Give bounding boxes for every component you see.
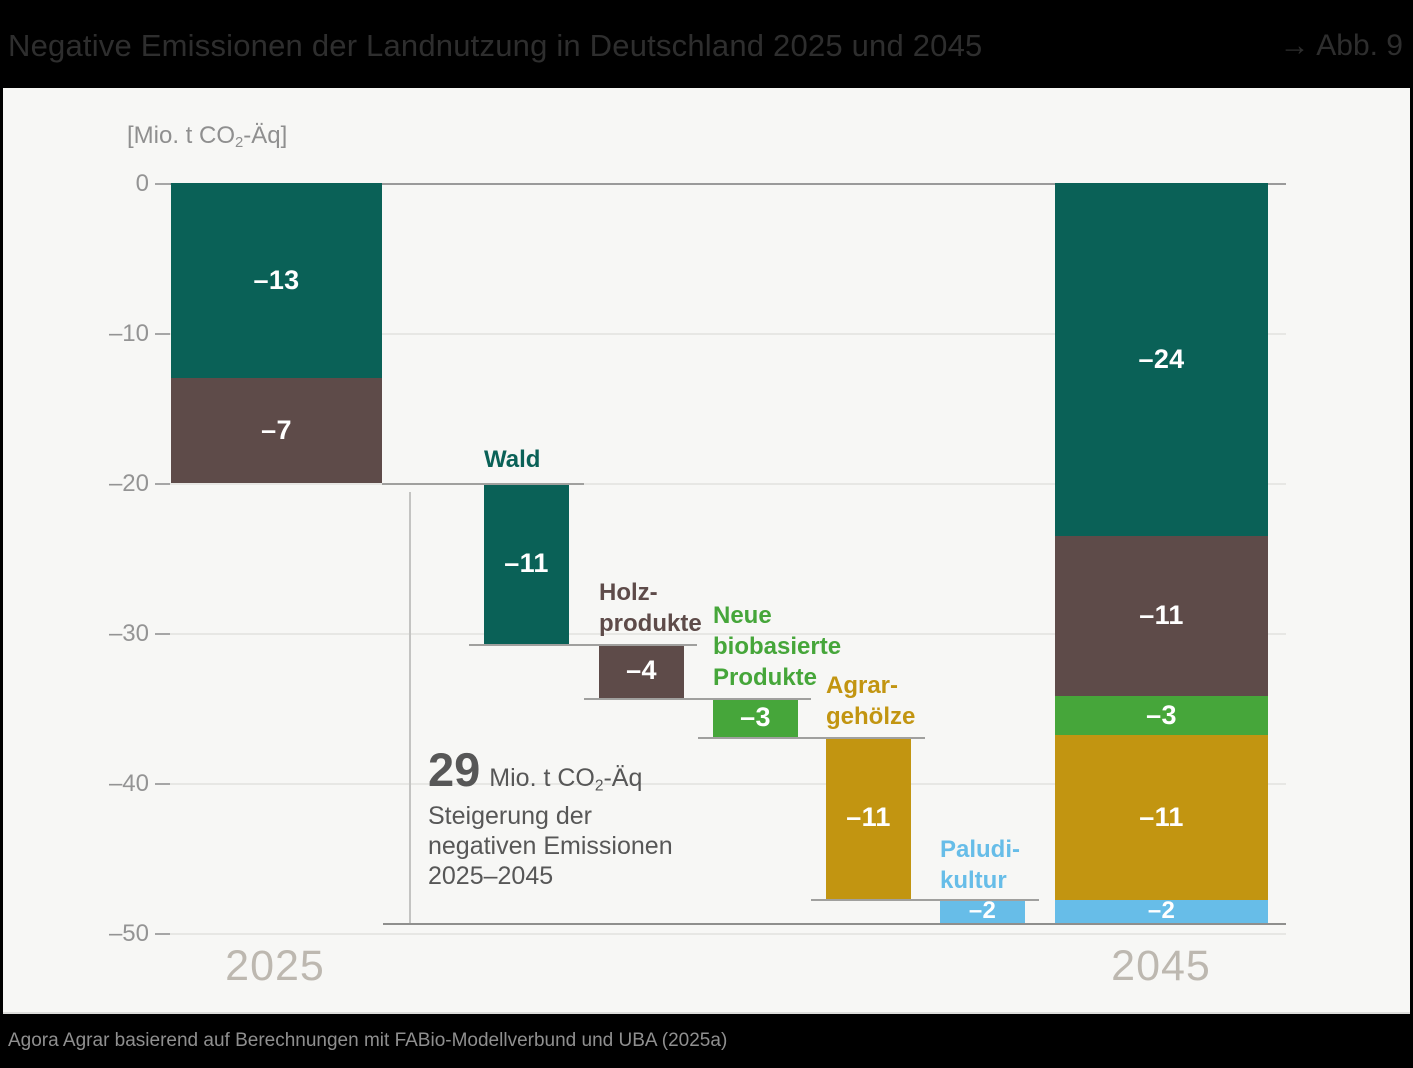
label-agrargehoelze-line1: Agrar- [826,672,899,699]
bar-2025-wald: –13 [171,183,382,378]
bar-2045-nbp-value: –3 [1146,700,1177,730]
label-paludikultur-line1: Paludi- [940,836,1021,863]
label-holzprodukte: Holz-produkte [599,577,702,639]
label-wald: Wald [484,444,540,475]
bar-2045-wald: –24 [1055,183,1268,536]
gridline-minus40 [155,783,1286,785]
label-agrargehoelze-line2: gehölze [826,703,916,730]
figure-footer: Agora Agrar basierend auf Berechnungen m… [3,1012,1410,1068]
tick-label-minus20: –20 [108,470,149,497]
bar-step-agrargehoelze: –11 [826,736,911,899]
bar-2025-wald-value: –13 [253,265,300,295]
connector-level-34 [584,697,811,700]
bar-2025-holzprodukte-value: –7 [261,415,292,445]
tick-label-minus10: –10 [108,320,149,347]
bar-step-holzprodukte-value: –4 [626,655,657,685]
label-nbp-line2: biobasierte [713,633,842,660]
increase-annotation: 29 Mio. t CO2-Äq Steigerung der negativen… [428,742,673,891]
x-label-2025: 2025 [225,942,325,990]
connector-level-20 [382,483,584,485]
tick-label-0: 0 [135,170,149,197]
label-holzprodukte-line1: Holz- [599,579,658,606]
tick-minus10 [155,333,170,335]
tick-label-minus40: –40 [108,770,149,797]
bar-2045-holzprodukte: –11 [1055,535,1268,696]
annotation-bracket-line [409,492,411,923]
bar-step-paludikultur-value: –2 [968,896,997,924]
label-wald-line1: Wald [484,446,541,473]
tick-minus50 [155,933,170,935]
tick-minus30 [155,633,170,635]
gridline-minus10 [155,333,1286,335]
annotation-unit-post: -Äq [603,764,643,792]
bar-2045-paludikultur-value: –2 [1147,897,1176,925]
total-level-line [383,922,1286,925]
gridline-minus30 [155,633,1286,635]
connector-level-48 [811,898,1039,901]
annotation-number: 29 [428,743,481,796]
tick-label-minus30: –30 [108,620,149,647]
source-line: Agora Agrar basierend auf Berechnungen m… [8,1030,728,1051]
bar-2045-holzprodukte-value: –11 [1139,600,1184,631]
label-paludikultur-line2: kultur [940,867,1007,894]
bar-step-paludikultur: –2 [940,896,1025,924]
label-paludikultur: Paludi-kultur [940,834,1020,896]
bar-2025-holzprodukte: –7 [171,378,382,483]
bar-step-wald-value: –11 [504,547,549,578]
figure-title: Negative Emissionen der Landnutzung in D… [8,28,983,63]
label-agrargehoelze: Agrar-gehölze [826,670,915,732]
tick-0 [155,183,170,185]
bar-2045-wald-value: –24 [1138,343,1185,374]
bar-step-agrargehoelze-value: –11 [846,802,891,832]
bar-step-wald: –11 [484,483,569,644]
x-label-2045: 2045 [1111,942,1211,990]
annotation-unit-subscript: 2 [594,777,604,795]
unit-label-subscript: 2 [235,135,244,152]
label-nbp-line3: Produkte [713,664,818,691]
gridline-0 [155,183,1286,185]
label-holzprodukte-line2: produkte [599,610,702,637]
connector-level-37 [698,736,925,739]
bar-2045-agrargehoelze: –11 [1055,735,1268,900]
figure-header: Negative Emissionen der Landnutzung in D… [3,0,1410,88]
tick-minus40 [155,783,170,785]
annotation-headline: 29 Mio. t CO2-Äq [428,742,673,797]
annotation-line3: negativen Emissionen [428,832,673,860]
label-nbp-line1: Neue [713,602,772,629]
annotation-line2: Steigerung der [428,802,593,830]
tick-minus20 [155,483,170,485]
annotation-unit: Mio. t CO2-Äq [489,764,643,795]
y-axis-unit-label: [Mio. t CO2-Äq] [127,122,287,151]
figure-number-ref: → Abb. 9 [1279,29,1403,62]
bar-step-nbp-value: –3 [740,701,771,732]
annotation-unit-pre: Mio. t CO [489,764,595,792]
bar-2045-neue-biobasierte-produkte: –3 [1055,696,1268,735]
bar-2045-paludikultur: –2 [1055,897,1268,925]
unit-label-pre: [Mio. t CO [127,122,236,149]
annotation-line4: 2025–2045 [428,862,554,890]
tick-label-minus50: –50 [108,920,149,947]
bar-step-holzprodukte: –4 [599,643,684,698]
bar-step-neue-biobasierte-produkte: –3 [713,697,798,737]
gridline-minus20 [155,483,1286,485]
connector-level-31 [469,643,697,646]
unit-label-post: -Äq] [243,122,288,149]
gridline-minus50 [155,933,1286,935]
bar-2045-agrargehoelze-value: –11 [1139,802,1184,832]
label-neue-biobasierte-produkte: Neue biobasierte Produkte [713,600,841,693]
